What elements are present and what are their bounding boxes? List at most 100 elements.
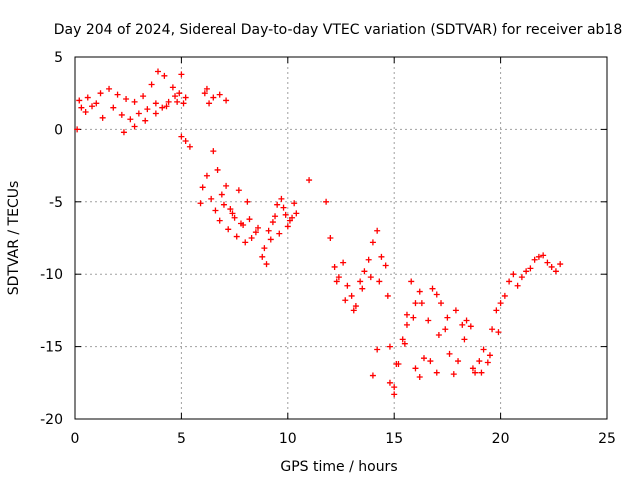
data-point xyxy=(369,372,376,379)
data-point xyxy=(514,282,521,289)
data-point xyxy=(286,217,293,224)
data-point xyxy=(382,262,389,269)
data-point xyxy=(114,91,121,98)
data-point xyxy=(348,292,355,299)
y-tick-label: 0 xyxy=(54,122,63,138)
data-point xyxy=(403,311,410,318)
data-point xyxy=(99,114,106,121)
data-point xyxy=(203,172,210,179)
data-point xyxy=(140,93,147,100)
data-point xyxy=(203,85,210,92)
plot-frame xyxy=(74,56,608,420)
data-point xyxy=(478,369,485,376)
data-point xyxy=(89,103,96,110)
data-point xyxy=(450,371,457,378)
data-point xyxy=(76,97,83,104)
data-point xyxy=(248,235,255,241)
data-point xyxy=(120,129,127,136)
data-point xyxy=(523,268,530,275)
data-point xyxy=(265,227,272,234)
y-tick-label: -5 xyxy=(49,195,63,211)
data-point xyxy=(444,314,451,321)
data-point xyxy=(261,245,268,252)
data-point xyxy=(361,268,368,275)
data-point xyxy=(433,369,440,376)
data-point xyxy=(291,200,298,207)
data-point xyxy=(452,307,459,314)
data-point xyxy=(403,321,410,328)
data-point xyxy=(489,326,496,333)
data-point xyxy=(152,110,159,117)
data-point xyxy=(410,314,417,321)
data-point xyxy=(161,72,168,79)
y-axis-label: SDTVAR / TECUs xyxy=(6,181,22,296)
data-point xyxy=(225,226,232,233)
data-point xyxy=(159,104,166,111)
data-point xyxy=(269,219,276,226)
data-point xyxy=(435,332,442,339)
x-tick-label: 25 xyxy=(598,431,616,447)
data-point xyxy=(142,117,149,124)
data-point xyxy=(252,229,259,236)
data-point xyxy=(350,307,357,314)
data-point xyxy=(242,239,249,246)
data-point xyxy=(359,285,366,292)
data-point xyxy=(369,239,376,246)
y-tick-label: -20 xyxy=(40,412,63,428)
data-point xyxy=(276,230,283,237)
data-point xyxy=(484,359,491,366)
x-tick-label: 10 xyxy=(279,431,297,447)
data-point xyxy=(246,216,253,223)
data-point xyxy=(131,123,138,130)
data-point xyxy=(344,282,351,289)
data-point xyxy=(540,252,547,259)
data-point xyxy=(78,104,85,111)
data-point xyxy=(214,166,221,173)
data-point xyxy=(399,336,406,343)
data-point xyxy=(255,224,262,231)
data-point xyxy=(97,90,104,97)
data-point xyxy=(425,317,432,324)
data-point xyxy=(357,278,364,285)
data-point xyxy=(467,323,474,330)
data-points xyxy=(74,68,564,398)
data-point xyxy=(110,104,117,111)
data-point xyxy=(469,365,476,372)
data-point xyxy=(131,98,138,105)
data-point xyxy=(199,184,206,191)
data-point xyxy=(182,94,189,101)
data-point xyxy=(165,98,172,105)
data-point xyxy=(267,236,274,243)
data-point xyxy=(378,253,385,260)
data-point xyxy=(412,300,419,307)
data-point xyxy=(463,317,470,324)
data-point xyxy=(172,93,179,100)
data-point xyxy=(384,292,391,299)
data-point xyxy=(272,213,279,220)
data-point xyxy=(223,182,230,189)
data-point xyxy=(340,259,347,266)
data-point xyxy=(284,223,291,230)
data-point xyxy=(93,100,100,107)
data-point xyxy=(127,116,134,123)
data-point xyxy=(386,343,393,350)
y-tick-label: 5 xyxy=(54,50,63,66)
data-point xyxy=(327,235,334,241)
data-point xyxy=(374,346,381,353)
data-point xyxy=(233,233,240,240)
x-tick-label: 15 xyxy=(385,431,403,447)
data-point xyxy=(374,227,381,234)
data-point xyxy=(84,94,91,101)
data-point xyxy=(455,358,462,365)
data-point xyxy=(510,271,517,278)
data-point xyxy=(495,329,502,336)
data-point xyxy=(197,200,204,207)
data-point xyxy=(472,369,479,376)
data-point xyxy=(208,195,215,202)
data-point xyxy=(148,81,155,88)
data-point xyxy=(506,278,513,285)
data-point xyxy=(212,207,219,214)
data-point xyxy=(367,274,374,281)
data-point xyxy=(335,274,342,281)
